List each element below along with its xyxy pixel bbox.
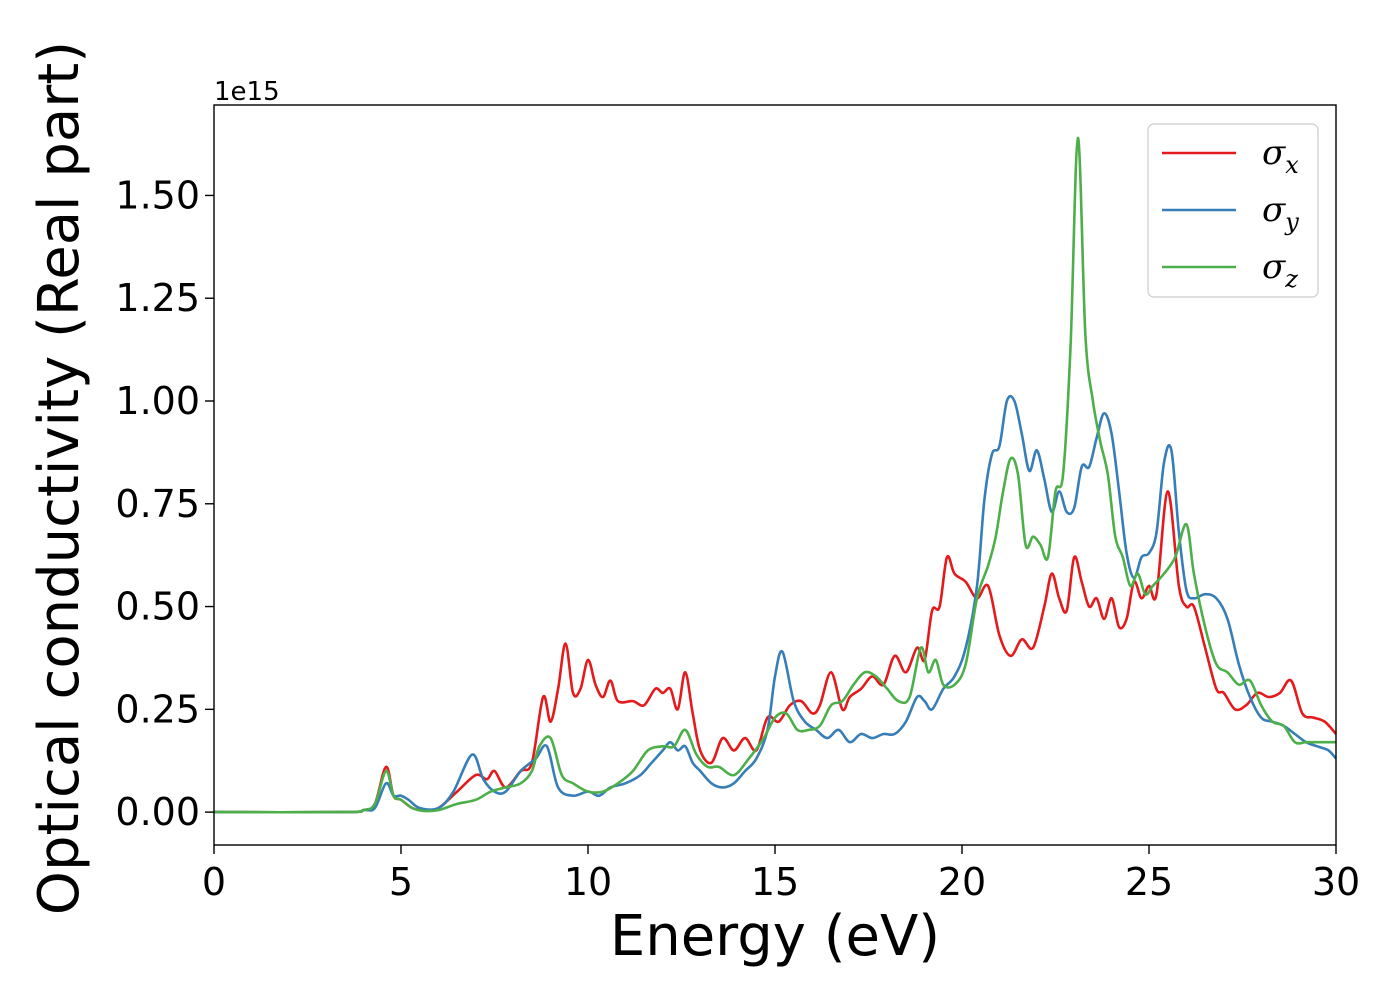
series-line-x xyxy=(213,490,1337,814)
y-tick-label: 0.75 xyxy=(115,482,200,526)
y-tick-label: 0.25 xyxy=(115,687,200,731)
series-line-z xyxy=(213,136,1336,814)
y-offset-label: 1e15 xyxy=(214,77,280,107)
x-axis-title: Energy (eV) xyxy=(610,904,940,969)
legend-subscript-x: x xyxy=(1285,151,1299,179)
legend-label-z: σz xyxy=(1262,247,1298,293)
x-tick-label: 30 xyxy=(1312,860,1360,904)
y-tick-label: 0.00 xyxy=(115,790,200,834)
legend-subscript-y: y xyxy=(1284,208,1299,236)
x-tick-label: 15 xyxy=(751,860,799,904)
x-ticks: 0 5 10 15 20 25 30 xyxy=(202,845,1360,904)
y-tick-label: 1.25 xyxy=(115,276,200,320)
x-tick-label: 5 xyxy=(389,860,413,904)
legend-subscript-z: z xyxy=(1284,265,1298,293)
y-axis-title: Optical conductivity (Real part) xyxy=(27,41,92,915)
y-tick-label: 0.50 xyxy=(115,585,200,629)
x-tick-label: 10 xyxy=(564,860,612,904)
y-tick-label: 1.50 xyxy=(115,173,200,217)
y-tick-label: 1.00 xyxy=(115,379,200,423)
x-tick-label: 20 xyxy=(938,860,986,904)
x-tick-label: 25 xyxy=(1125,860,1173,904)
series-line-y xyxy=(213,394,1338,814)
x-tick-label: 0 xyxy=(202,860,226,904)
series-layer xyxy=(213,136,1338,814)
y-ticks: 0.00 0.25 0.50 0.75 1.00 1.25 1.50 xyxy=(115,173,214,834)
